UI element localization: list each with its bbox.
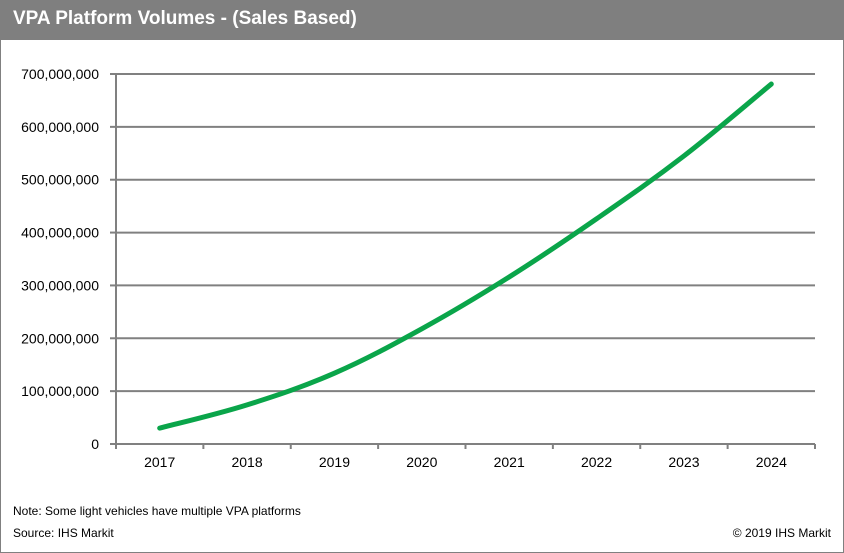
- gridlines: [116, 73, 815, 393]
- y-tick-label: 200,000,000: [21, 330, 99, 346]
- chart-title: VPA Platform Volumes - (Sales Based): [13, 8, 357, 29]
- footnote: Note: Some light vehicles have multiple …: [13, 504, 301, 518]
- y-tick-label: 400,000,000: [21, 225, 99, 241]
- y-tick-label: 500,000,000: [21, 172, 99, 188]
- data-point-2020: [419, 326, 424, 331]
- chart-header: VPA Platform Volumes - (Sales Based): [0, 0, 844, 40]
- data-point-2024: [769, 82, 774, 87]
- x-tick-label: 2021: [494, 454, 525, 470]
- x-tick-label: 2023: [668, 454, 699, 470]
- x-tick-label: 2024: [756, 454, 787, 470]
- x-tick-label: 2018: [231, 454, 262, 470]
- y-tick-label: 0: [91, 436, 99, 452]
- data-point-2018: [245, 402, 250, 407]
- series-line: [157, 81, 774, 431]
- x-tick-label: 2019: [319, 454, 350, 470]
- x-tick-label: 2022: [581, 454, 612, 470]
- source-text: Source: IHS Markit: [13, 526, 114, 540]
- copyright-text: © 2019 IHS Markit: [732, 526, 831, 540]
- x-axis: 2017 2018 2019 2020 2021 2022 2023 2024: [110, 443, 816, 470]
- y-tick-label: 100,000,000: [21, 383, 99, 399]
- data-point-2022: [594, 216, 599, 221]
- y-tick-label: 300,000,000: [21, 277, 99, 293]
- data-point-2021: [507, 274, 512, 279]
- y-tick-label: 600,000,000: [21, 119, 99, 135]
- x-tick-label: 2020: [406, 454, 437, 470]
- data-point-2017: [157, 426, 162, 431]
- data-point-2019: [332, 371, 337, 376]
- y-axis: 0 100,000,000 200,000,000 300,000,000 400,00…: [21, 66, 117, 452]
- y-tick-label: 700,000,000: [21, 66, 99, 82]
- x-tick-label: 2017: [144, 454, 175, 470]
- series-group: [157, 81, 774, 431]
- data-point-2023: [681, 153, 686, 158]
